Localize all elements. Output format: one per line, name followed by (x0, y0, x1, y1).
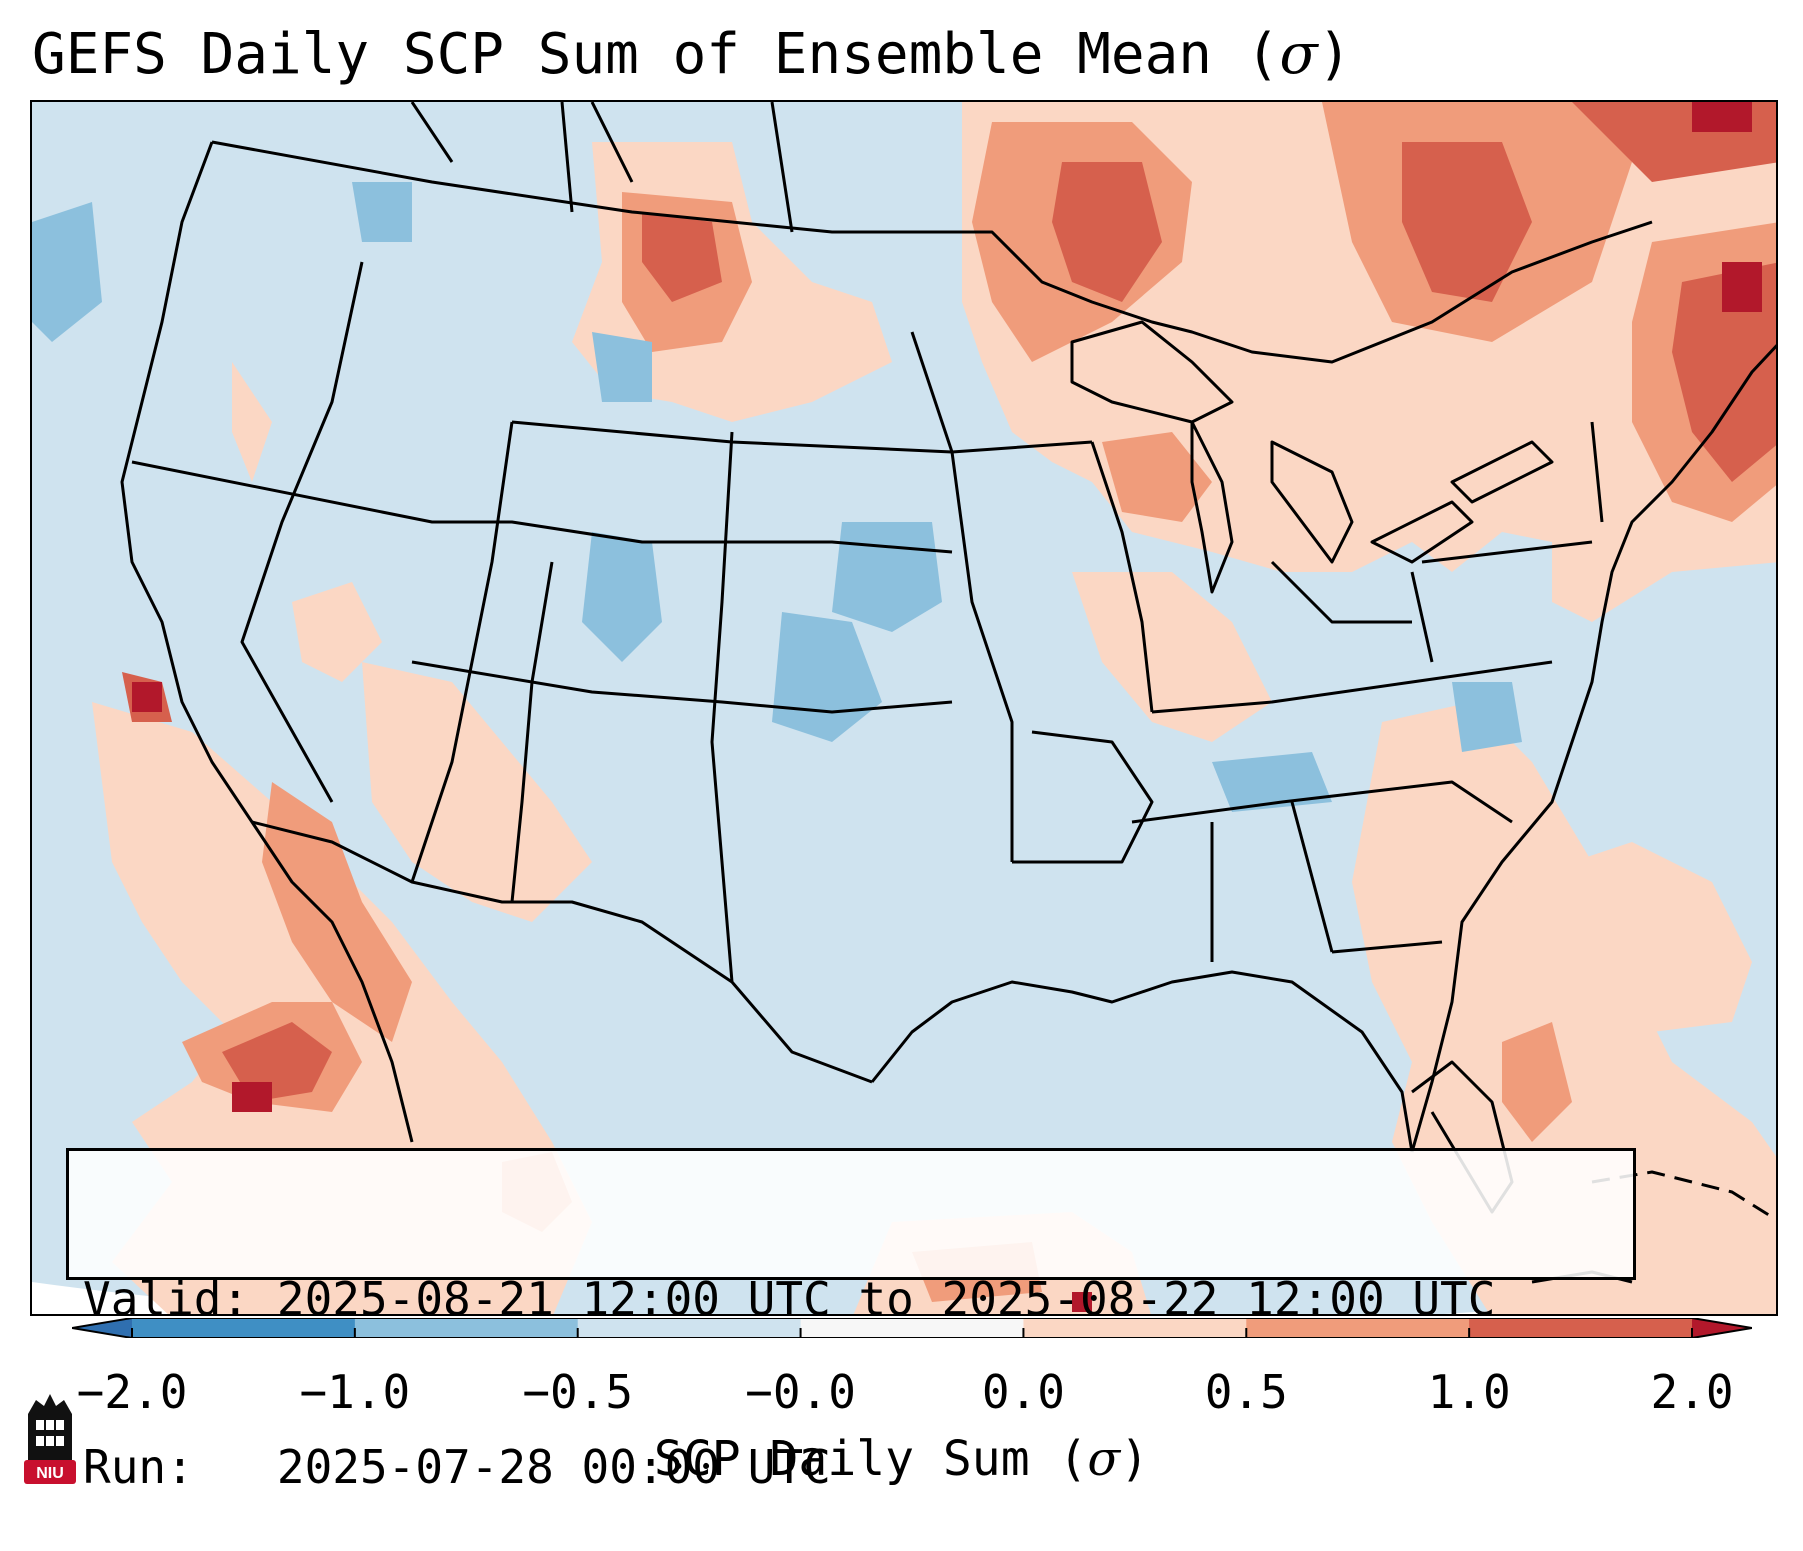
valid-label: Valid: (83, 1272, 250, 1326)
political-boundaries (120, 102, 1776, 1284)
logo-text: NIU (36, 1465, 64, 1482)
colorbar-tick-label: 2.0 (1650, 1365, 1734, 1419)
colorbar-tick-label: −0.0 (745, 1365, 856, 1419)
colorbar-tick-label: −2.0 (76, 1365, 188, 1419)
chart-title: GEFS Daily SCP Sum of Ensemble Mean (σ) (32, 22, 1352, 87)
map-svg (32, 102, 1776, 1314)
validity-info-box: Valid: 2025-08-21 12:00 UTC to 2025-08-2… (66, 1148, 1636, 1494)
colorbar-over-extension (1692, 1318, 1752, 1338)
valid-row: Valid: 2025-08-21 12:00 UTC to 2025-08-2… (83, 1271, 1619, 1327)
colorbar-bin (1246, 1318, 1470, 1338)
colorbar-tick-label: 1.0 (1427, 1365, 1511, 1419)
colorbar-bin (577, 1318, 802, 1338)
valid-value: 2025-08-21 12:00 UTC to 2025-08-22 12:00… (276, 1272, 1496, 1326)
anomaly-positive-extreme (132, 102, 1762, 1312)
run-row: Run: 2025-07-28 00:00 UTC (83, 1439, 1619, 1495)
colorbar-tick-label: −0.5 (522, 1365, 634, 1419)
colorbar-bin (1469, 1318, 1693, 1338)
run-label: Run: (83, 1440, 194, 1494)
logo-banner (24, 1460, 76, 1484)
colorbar (72, 1318, 1752, 1338)
colorbar-label: SCP Daily Sum (σ) (653, 1431, 1150, 1487)
colorbar-tick-label: 0.0 (981, 1365, 1065, 1419)
colorbar-bin (800, 1318, 1024, 1338)
colorbar-bin (354, 1318, 579, 1338)
colorbar-under-extension (72, 1318, 132, 1338)
map-panel (30, 100, 1778, 1316)
colorbar-tick-label: 0.5 (1204, 1365, 1288, 1419)
colorbar-bin (132, 1318, 356, 1338)
colorbar-tick-label: −1.0 (299, 1365, 411, 1419)
niu-logo: NIU (24, 1394, 76, 1484)
colorbar-bin (1023, 1318, 1247, 1338)
run-value: 2025-07-28 00:00 UTC (276, 1440, 831, 1494)
